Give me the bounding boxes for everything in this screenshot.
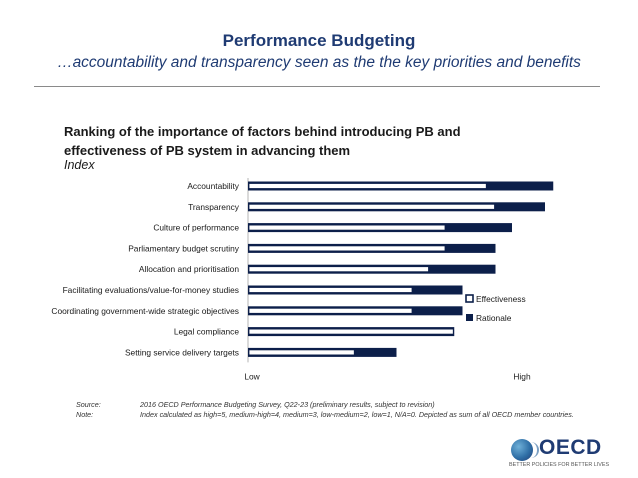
chart-index-label: Index <box>64 158 95 172</box>
category-label: Parliamentary budget scrutiny <box>128 243 240 253</box>
x-axis-low-label: Low <box>244 371 260 381</box>
category-label: Setting service delivery targets <box>125 347 239 357</box>
bar-effectiveness <box>248 328 454 335</box>
oecd-logo-text: OECD <box>539 436 602 459</box>
chart-title: Ranking of the importance of factors beh… <box>64 124 461 158</box>
note-source: Source: 2016 OECD Performance Budgeting … <box>76 400 574 410</box>
note-note-text: Index calculated as high=5, medium-high=… <box>140 410 574 419</box>
x-axis-high-label: High <box>513 371 531 381</box>
header-divider <box>34 86 600 87</box>
bar-effectiveness <box>248 224 446 231</box>
oecd-logo: OECD BETTER POLICIES FOR BETTER LIVES <box>509 436 613 472</box>
bar-effectiveness <box>248 183 487 189</box>
category-label: Transparency <box>188 202 240 212</box>
oecd-logo-tagline: BETTER POLICIES FOR BETTER LIVES <box>509 462 610 468</box>
arc-icon <box>530 442 539 458</box>
legend-label: Effectiveness <box>476 294 526 304</box>
legend-swatch-effectiveness <box>465 294 474 303</box>
category-label: Allocation and prioritisation <box>139 264 239 274</box>
category-label: Accountability <box>187 181 239 191</box>
bar-effectiveness <box>248 266 429 273</box>
slide-title: Performance Budgeting <box>222 31 416 50</box>
bar-effectiveness <box>248 349 355 356</box>
category-label: Legal compliance <box>174 327 240 337</box>
bar-effectiveness <box>248 203 495 210</box>
note-note: Note: Index calculated as high=5, medium… <box>76 410 574 420</box>
category-label: Culture of performance <box>153 223 239 233</box>
bar-effectiveness <box>248 245 446 252</box>
category-label: Coordinating government-wide strategic o… <box>51 306 239 316</box>
slide-subtitle: …accountability and transparency seen as… <box>57 54 581 71</box>
note-source-text: 2016 OECD Performance Budgeting Survey, … <box>140 400 435 409</box>
globe-icon <box>511 439 533 461</box>
bar-chart: Accountability Transparency Culture of per… <box>51 178 554 381</box>
bar-effectiveness <box>248 287 413 293</box>
category-label: Facilitating evaluations/value-for-money… <box>63 285 239 295</box>
note-source-key: Source: <box>76 400 101 409</box>
note-note-key: Note: <box>76 410 94 419</box>
legend-swatch-rationale <box>466 314 473 321</box>
bar-effectiveness <box>248 307 413 314</box>
chart-notes: Source: 2016 OECD Performance Budgeting … <box>76 400 574 420</box>
legend-label: Rationale <box>476 313 512 323</box>
